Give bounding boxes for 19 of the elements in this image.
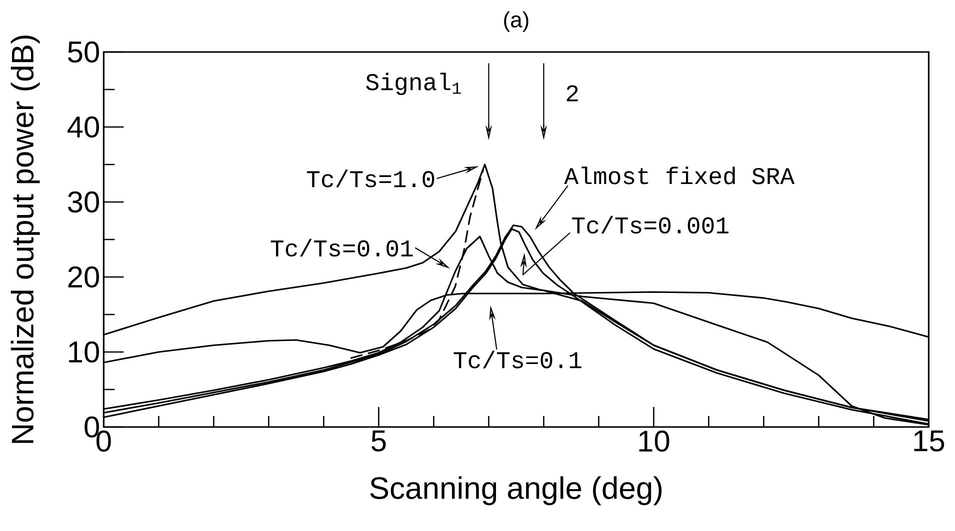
- y-axis-title: Normalized output power (dB): [10, 36, 40, 443]
- annotation: Signal$_{1}$: [366, 72, 461, 96]
- x-tick-label: 10: [639, 430, 670, 452]
- annotation: 2: [566, 85, 578, 102]
- y-tick-label: 0: [84, 416, 100, 438]
- x-tick-label: 5: [372, 430, 386, 452]
- annotation: Tc/Ts=0.001: [572, 216, 728, 234]
- x-tick-label: 15: [914, 430, 944, 452]
- y-tick-label: 40: [67, 116, 100, 138]
- annotation: Tc/Ts=0.01: [270, 238, 413, 257]
- annotation: Tc/Ts=0.1: [454, 350, 582, 368]
- annotation: Almost fixed SRA: [564, 166, 795, 184]
- y-tick-label: 30: [68, 191, 100, 213]
- y-tick-label: 10: [69, 341, 100, 363]
- chart-title: (a): [504, 11, 528, 32]
- x-axis-title: Scanning angle (deg): [370, 476, 662, 506]
- y-tick-label: 20: [68, 266, 100, 288]
- annotation: Tc/Ts=1.0: [306, 170, 434, 188]
- y-tick-label: 50: [68, 41, 100, 63]
